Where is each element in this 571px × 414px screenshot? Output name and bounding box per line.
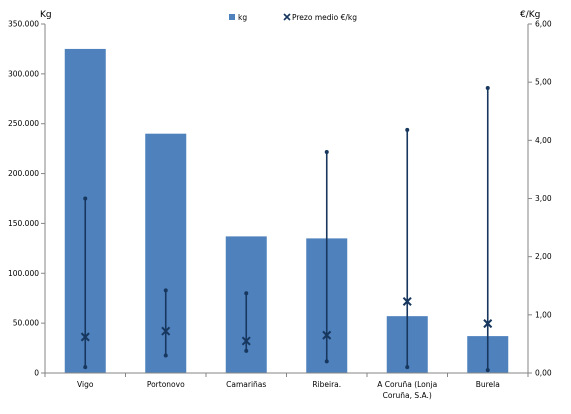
price-mean-point [483,319,493,329]
price-max-point [163,288,168,293]
y-right-tick-label: 1,00 [535,310,552,319]
y-left-tick-label: 250.000 [8,119,39,128]
x-tick-label: Burela [476,380,500,389]
y-left-tick-label: 350.000 [8,20,39,29]
price-max-point [244,291,249,296]
price-mean-point [402,296,412,306]
price-mean-point [80,332,90,342]
price-max-point [405,127,410,132]
x-tick-label: Vigo [77,380,94,389]
x-tick-label: Coruña, S.A.) [383,391,432,400]
plot-area: 0 50.000 100.000 150.000 200.000 250.000 300.0… [8,20,552,401]
legend-kg-label: kg [238,13,247,22]
x-tick-label: Portonovo [147,380,185,389]
y-right-tick-label: 5,00 [535,78,552,87]
price-min-point [83,365,88,370]
legend-kg-swatch [229,14,235,20]
y-right-tick-label: 6,00 [535,20,552,29]
legend-price-label: Prezo medio €/kg [292,13,357,22]
price-max-point [485,85,490,90]
y-left-tick-label: 200.000 [8,169,39,178]
price-min-point [405,365,410,370]
y-left-tick-label: 150.000 [8,219,39,228]
y-left-tick-label: 300.000 [8,69,39,78]
legend-price-marker [283,13,291,21]
y-right-tick-label: 2,00 [535,252,552,261]
y-right-tick-label: 0,00 [535,369,552,378]
y-left-tick-label: 50.000 [13,319,39,328]
y-right-tick-label: 4,00 [535,136,552,145]
y-left-tick-label: 100.000 [8,269,39,278]
x-tick-label: Ribeira. [312,380,341,389]
x-tick-label: Camariñas [226,380,266,389]
price-min-point [163,353,168,358]
x-tick-label: A Coruña (Lonja [377,380,437,389]
legend: kg Prezo medio €/kg [229,13,357,22]
price-mean-point [241,336,251,346]
legend-x-stroke [283,13,291,21]
price-max-point [324,149,329,154]
y-left-tick-label: 0 [34,369,39,378]
price-mean-point [322,330,332,340]
y-right-axis-title: €/Kg [520,10,540,20]
y-left-axis-title: Kg [40,10,52,20]
price-max-point [83,196,88,201]
price-min-point [324,359,329,364]
price-mean-point [161,326,171,336]
price-min-point [244,348,249,353]
y-right-tick-label: 3,00 [535,194,552,203]
price-min-point [485,368,490,373]
